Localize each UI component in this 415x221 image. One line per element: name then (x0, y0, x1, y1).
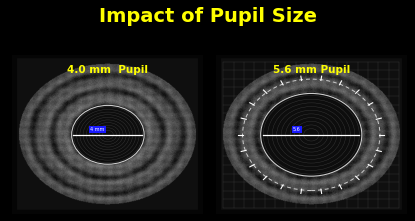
Ellipse shape (72, 105, 144, 164)
Text: Impact of Pupil Size: Impact of Pupil Size (98, 7, 317, 26)
Text: 4 mm: 4 mm (90, 127, 105, 132)
Text: 5.6: 5.6 (293, 127, 301, 132)
Text: 4.0 mm  Pupil: 4.0 mm Pupil (67, 65, 149, 75)
Text: 5.6 mm Pupil: 5.6 mm Pupil (273, 65, 350, 75)
Ellipse shape (261, 93, 362, 176)
